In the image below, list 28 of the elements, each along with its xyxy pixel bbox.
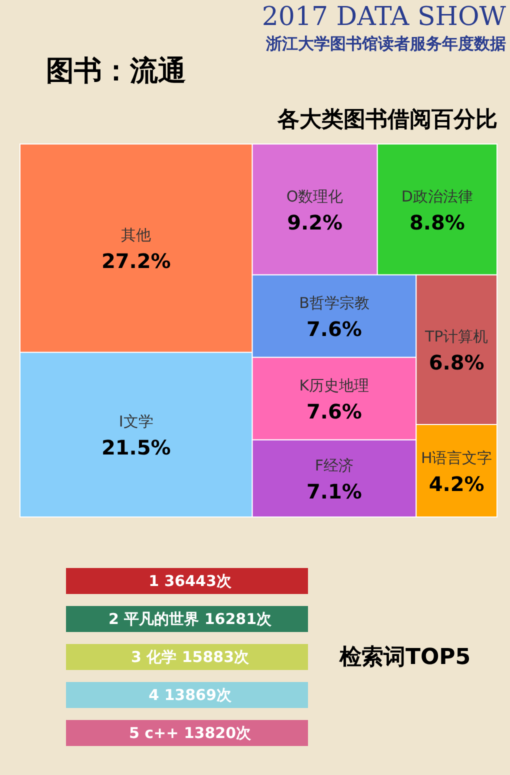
- text: 1 36443次: [148, 572, 232, 590]
- data-label: 7.1%: [306, 479, 362, 504]
- data-label: 21.5%: [101, 436, 171, 460]
- category-label: O数理化: [286, 187, 344, 206]
- category-label: 其他: [121, 226, 152, 244]
- category-label: TP计算机: [424, 328, 488, 346]
- text: 2 平凡的世界 16281次: [108, 610, 272, 628]
- data-label: 8.8%: [409, 210, 465, 234]
- text: 4 13869次: [148, 686, 232, 704]
- data-label: 7.6%: [306, 400, 362, 424]
- data-label: 4.2%: [428, 472, 484, 496]
- category-label: I文学: [118, 412, 154, 431]
- text: 检索词TOP5: [338, 645, 471, 670]
- data-label: 27.2%: [101, 249, 171, 274]
- category-label: K历史地理: [299, 376, 370, 395]
- text: 浙江大学图书馆读者服务年度数据: [266, 34, 506, 55]
- category-label: H语言文字: [420, 448, 492, 467]
- text: 3 化学 15883次: [130, 648, 250, 666]
- category-label: D政治法律: [401, 187, 473, 206]
- category-label: F经济: [314, 456, 354, 474]
- text: 2017 DATA SHOW: [262, 2, 506, 32]
- data-label: 6.8%: [428, 350, 484, 375]
- text: 图书：流通: [46, 53, 186, 89]
- text: 5 c++ 13820次: [128, 724, 252, 742]
- text: 各大类图书借阅百分比: [276, 108, 498, 132]
- category-label: B哲学宗教: [299, 294, 370, 312]
- data-label: 9.2%: [287, 210, 343, 234]
- data-label: 7.6%: [306, 317, 362, 342]
